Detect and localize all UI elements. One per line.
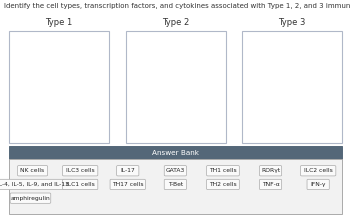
FancyBboxPatch shape bbox=[164, 179, 187, 190]
FancyBboxPatch shape bbox=[259, 179, 282, 190]
FancyBboxPatch shape bbox=[10, 193, 51, 203]
Text: TH2 cells: TH2 cells bbox=[209, 182, 237, 187]
Text: ILC2 cells: ILC2 cells bbox=[304, 168, 332, 173]
FancyBboxPatch shape bbox=[206, 179, 239, 190]
FancyBboxPatch shape bbox=[9, 159, 342, 214]
FancyBboxPatch shape bbox=[0, 179, 72, 190]
Text: Identify the cell types, transcription factors, and cytokines associated with Ty: Identify the cell types, transcription f… bbox=[4, 3, 350, 9]
Text: IL-4, IL-5, IL-9, and IL-13: IL-4, IL-5, IL-9, and IL-13 bbox=[0, 182, 69, 187]
Text: TH1 cells: TH1 cells bbox=[209, 168, 237, 173]
FancyBboxPatch shape bbox=[126, 31, 226, 143]
FancyBboxPatch shape bbox=[110, 179, 145, 190]
FancyBboxPatch shape bbox=[62, 166, 98, 176]
Text: TNF-α: TNF-α bbox=[262, 182, 279, 187]
FancyBboxPatch shape bbox=[18, 166, 48, 176]
FancyBboxPatch shape bbox=[259, 166, 282, 176]
Text: Type 2: Type 2 bbox=[162, 18, 189, 27]
Text: T-Bet: T-Bet bbox=[168, 182, 183, 187]
Text: NK cells: NK cells bbox=[21, 168, 44, 173]
FancyBboxPatch shape bbox=[242, 31, 342, 143]
FancyBboxPatch shape bbox=[164, 166, 187, 176]
Text: ILC3 cells: ILC3 cells bbox=[66, 168, 94, 173]
Text: Answer Bank: Answer Bank bbox=[152, 150, 199, 156]
Text: ILC1 cells: ILC1 cells bbox=[66, 182, 94, 187]
FancyBboxPatch shape bbox=[117, 166, 139, 176]
FancyBboxPatch shape bbox=[9, 31, 108, 143]
FancyBboxPatch shape bbox=[307, 179, 329, 190]
Text: Type 3: Type 3 bbox=[278, 18, 306, 27]
FancyBboxPatch shape bbox=[9, 146, 342, 159]
FancyBboxPatch shape bbox=[300, 166, 336, 176]
FancyBboxPatch shape bbox=[62, 179, 98, 190]
FancyBboxPatch shape bbox=[206, 166, 239, 176]
Text: TH17 cells: TH17 cells bbox=[112, 182, 144, 187]
Text: Type 1: Type 1 bbox=[45, 18, 72, 27]
Text: GATA3: GATA3 bbox=[166, 168, 185, 173]
Text: IL-17: IL-17 bbox=[120, 168, 135, 173]
Text: IFN-γ: IFN-γ bbox=[310, 182, 326, 187]
Text: amphiregulin: amphiregulin bbox=[10, 196, 50, 201]
Text: RORγt: RORγt bbox=[261, 168, 280, 173]
